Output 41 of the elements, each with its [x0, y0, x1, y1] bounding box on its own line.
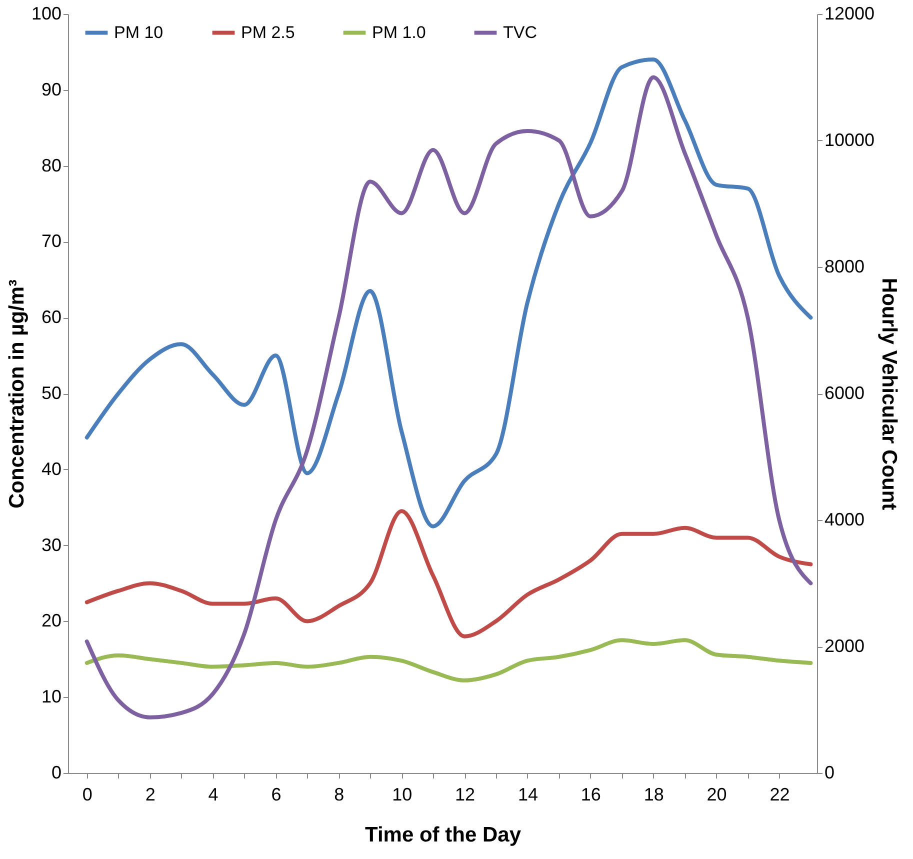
y2-tick-label: 2000: [824, 636, 865, 656]
legend-label: PM 2.5: [241, 22, 295, 42]
x-tick-label: 16: [580, 784, 601, 804]
y-tick-label: 80: [41, 155, 62, 176]
x-tick-label: 10: [392, 784, 412, 804]
y2-tick-label: 12000: [824, 4, 875, 24]
legend-label: TVC: [503, 22, 537, 42]
y-tick-label: 10: [41, 686, 62, 707]
y2-tick-label: 0: [824, 762, 835, 782]
y-tick-label: 100: [31, 4, 62, 24]
x-axis-title: Time of the Day: [365, 824, 522, 846]
x-tick-label: 18: [644, 784, 664, 804]
y-tick-label: 60: [41, 307, 62, 328]
x-tick-label: 2: [145, 784, 156, 804]
line-series: [84, 75, 813, 720]
line-series: [84, 58, 813, 528]
y2-tick-label: 8000: [824, 256, 865, 276]
x-tick-label: 0: [82, 784, 92, 804]
y2-tick-label: 4000: [824, 510, 865, 530]
x-tick-label: 8: [334, 784, 344, 804]
legend-label: PM 1.0: [372, 22, 426, 42]
y2-tick-label: 10000: [824, 130, 875, 150]
line-series: [84, 638, 813, 682]
x-tick-label: 12: [455, 784, 476, 804]
y-axis-title: Concentration in µg/m³: [5, 279, 28, 509]
line-series: [84, 509, 813, 638]
y-tick-label: 0: [51, 762, 62, 782]
y-tick-label: 90: [41, 79, 62, 100]
x-tick-label: 4: [208, 784, 218, 804]
x-tick-label: 6: [271, 784, 282, 804]
x-tick-label: 22: [770, 784, 790, 804]
y-tick-label: 50: [41, 383, 62, 403]
y-tick-label: 70: [41, 231, 62, 252]
legend-label: PM 10: [114, 22, 164, 42]
y-tick-label: 20: [41, 610, 62, 631]
x-tick-label: 20: [706, 784, 727, 804]
y2-axis-title: Hourly Vehicular Count: [878, 278, 901, 510]
y-tick-label: 40: [41, 458, 62, 479]
y-tick-label: 30: [41, 534, 62, 555]
y2-tick-label: 6000: [824, 383, 865, 403]
x-tick-label: 14: [518, 784, 538, 804]
